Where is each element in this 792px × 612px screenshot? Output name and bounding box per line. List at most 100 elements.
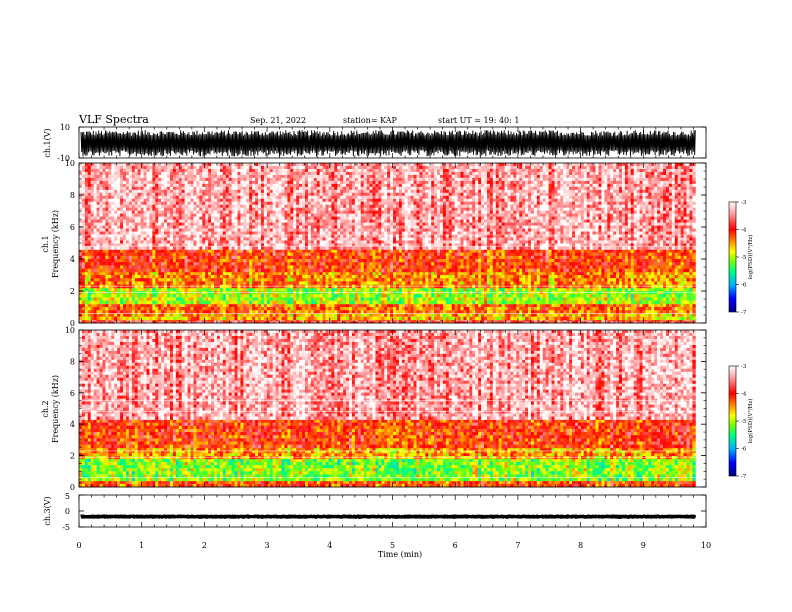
spectrogram-cell [155, 304, 158, 308]
spectrogram-cell [469, 297, 472, 301]
spectrogram-cell [414, 297, 417, 301]
spectrogram-cell [692, 281, 695, 285]
spectrogram-cell [543, 272, 546, 276]
spectrogram-cell [648, 281, 651, 285]
spectrogram-cell [487, 301, 490, 305]
spectrogram-cell [510, 259, 513, 263]
spectrogram-cell [220, 297, 223, 301]
spectrogram-cell [167, 313, 170, 317]
spectrogram-cell [419, 288, 422, 292]
spectrogram-cell [235, 294, 238, 298]
spectrogram-cell [229, 313, 232, 317]
spectrogram-cell [88, 307, 91, 311]
spectrogram-cell [261, 265, 264, 269]
spectrogram-cell [452, 294, 455, 298]
spectrogram-cell [293, 269, 296, 273]
spectrogram-cell [185, 253, 188, 257]
spectrogram-cell [179, 317, 182, 321]
spectrogram-cell [126, 297, 129, 301]
spectrogram-cell [613, 269, 616, 273]
spectrogram-cell [396, 317, 399, 321]
spectrogram-cell [513, 307, 516, 311]
spectrogram-cell [373, 304, 376, 308]
spectrogram-cell [355, 304, 358, 308]
spectrogram-cell [563, 294, 566, 298]
spectrogram-cell [308, 317, 311, 321]
spectrogram-cell [387, 256, 390, 260]
spectrogram-cell [243, 304, 246, 308]
spectrogram-cell [396, 304, 399, 308]
spectrogram-cell [370, 281, 373, 285]
spectrogram-cell [505, 301, 508, 305]
spectrogram-cell [173, 294, 176, 298]
spectrogram-cell [326, 317, 329, 321]
spectrogram-cell [466, 278, 469, 282]
spectrogram-cell [173, 275, 176, 279]
spectrogram-cell [208, 313, 211, 317]
spectrogram-cell [443, 278, 446, 282]
spectrogram-cell [282, 256, 285, 260]
spectrogram-cell [543, 256, 546, 260]
spectrogram-cell [88, 294, 91, 298]
spectrogram-cell [537, 253, 540, 257]
spectrogram-cell [232, 259, 235, 263]
spectrogram-cell [499, 275, 502, 279]
spectrogram-cell [678, 281, 681, 285]
spectrogram-cell [666, 281, 669, 285]
spectrogram-cell [581, 281, 584, 285]
spectrogram-cell [381, 278, 384, 282]
spectrogram-cell [651, 281, 654, 285]
spectrogram-cell [105, 297, 108, 301]
spectrogram-cell [640, 249, 643, 253]
spectrogram-cell [452, 278, 455, 282]
spectrogram-cell [299, 272, 302, 276]
spectrogram-cell [528, 256, 531, 260]
spectrogram-cell [610, 317, 613, 321]
spectrogram-cell [170, 262, 173, 266]
spectrogram-cell [364, 249, 367, 253]
spectrogram-cell [440, 317, 443, 321]
spectrogram-cell [645, 275, 648, 279]
spectrogram-cell [229, 294, 232, 298]
spectrogram-cell [414, 256, 417, 260]
spectrogram-cell [317, 288, 320, 292]
spectrogram-cell [346, 249, 349, 253]
spectrogram-cell [405, 253, 408, 257]
spectrogram-cell [105, 288, 108, 292]
spectrogram-cell [428, 288, 431, 292]
spectrogram-cell [237, 281, 240, 285]
spectrogram-cell [264, 278, 267, 282]
spectrogram-cell [343, 269, 346, 273]
spectrogram-cell [402, 262, 405, 266]
spectrogram-cell [502, 269, 505, 273]
spectrogram-cell [337, 275, 340, 279]
spectrogram-cell [596, 275, 599, 279]
spectrogram-cell [328, 278, 331, 282]
spectrogram-cell [531, 262, 534, 266]
spectrogram-cell [619, 313, 622, 317]
spectrogram-cell [120, 281, 123, 285]
spectrogram-cell [147, 259, 150, 263]
spectrogram-cell [85, 256, 88, 260]
spectrogram-cell [334, 304, 337, 308]
spectrogram-cell [678, 275, 681, 279]
spectrogram-cell [634, 249, 637, 253]
spectrogram-cell [317, 294, 320, 298]
spectrogram-cell [516, 278, 519, 282]
spectrogram-cell [349, 253, 352, 257]
spectrogram-cell [229, 275, 232, 279]
spectrogram-cell [296, 272, 299, 276]
spectrogram-cell [331, 288, 334, 292]
spectrogram-cell [343, 249, 346, 253]
spectrogram-cell [443, 294, 446, 298]
spectrogram-cell [170, 317, 173, 321]
spectrogram-cell [232, 294, 235, 298]
spectrogram-cell [237, 256, 240, 260]
spectrogram-cell [519, 259, 522, 263]
spectrogram-cell [199, 313, 202, 317]
spectrogram-cell [672, 313, 675, 317]
spectrogram-cell [343, 301, 346, 305]
spectrogram-cell [496, 253, 499, 257]
spectrogram-cell [672, 317, 675, 321]
spectrogram-cell [317, 249, 320, 253]
